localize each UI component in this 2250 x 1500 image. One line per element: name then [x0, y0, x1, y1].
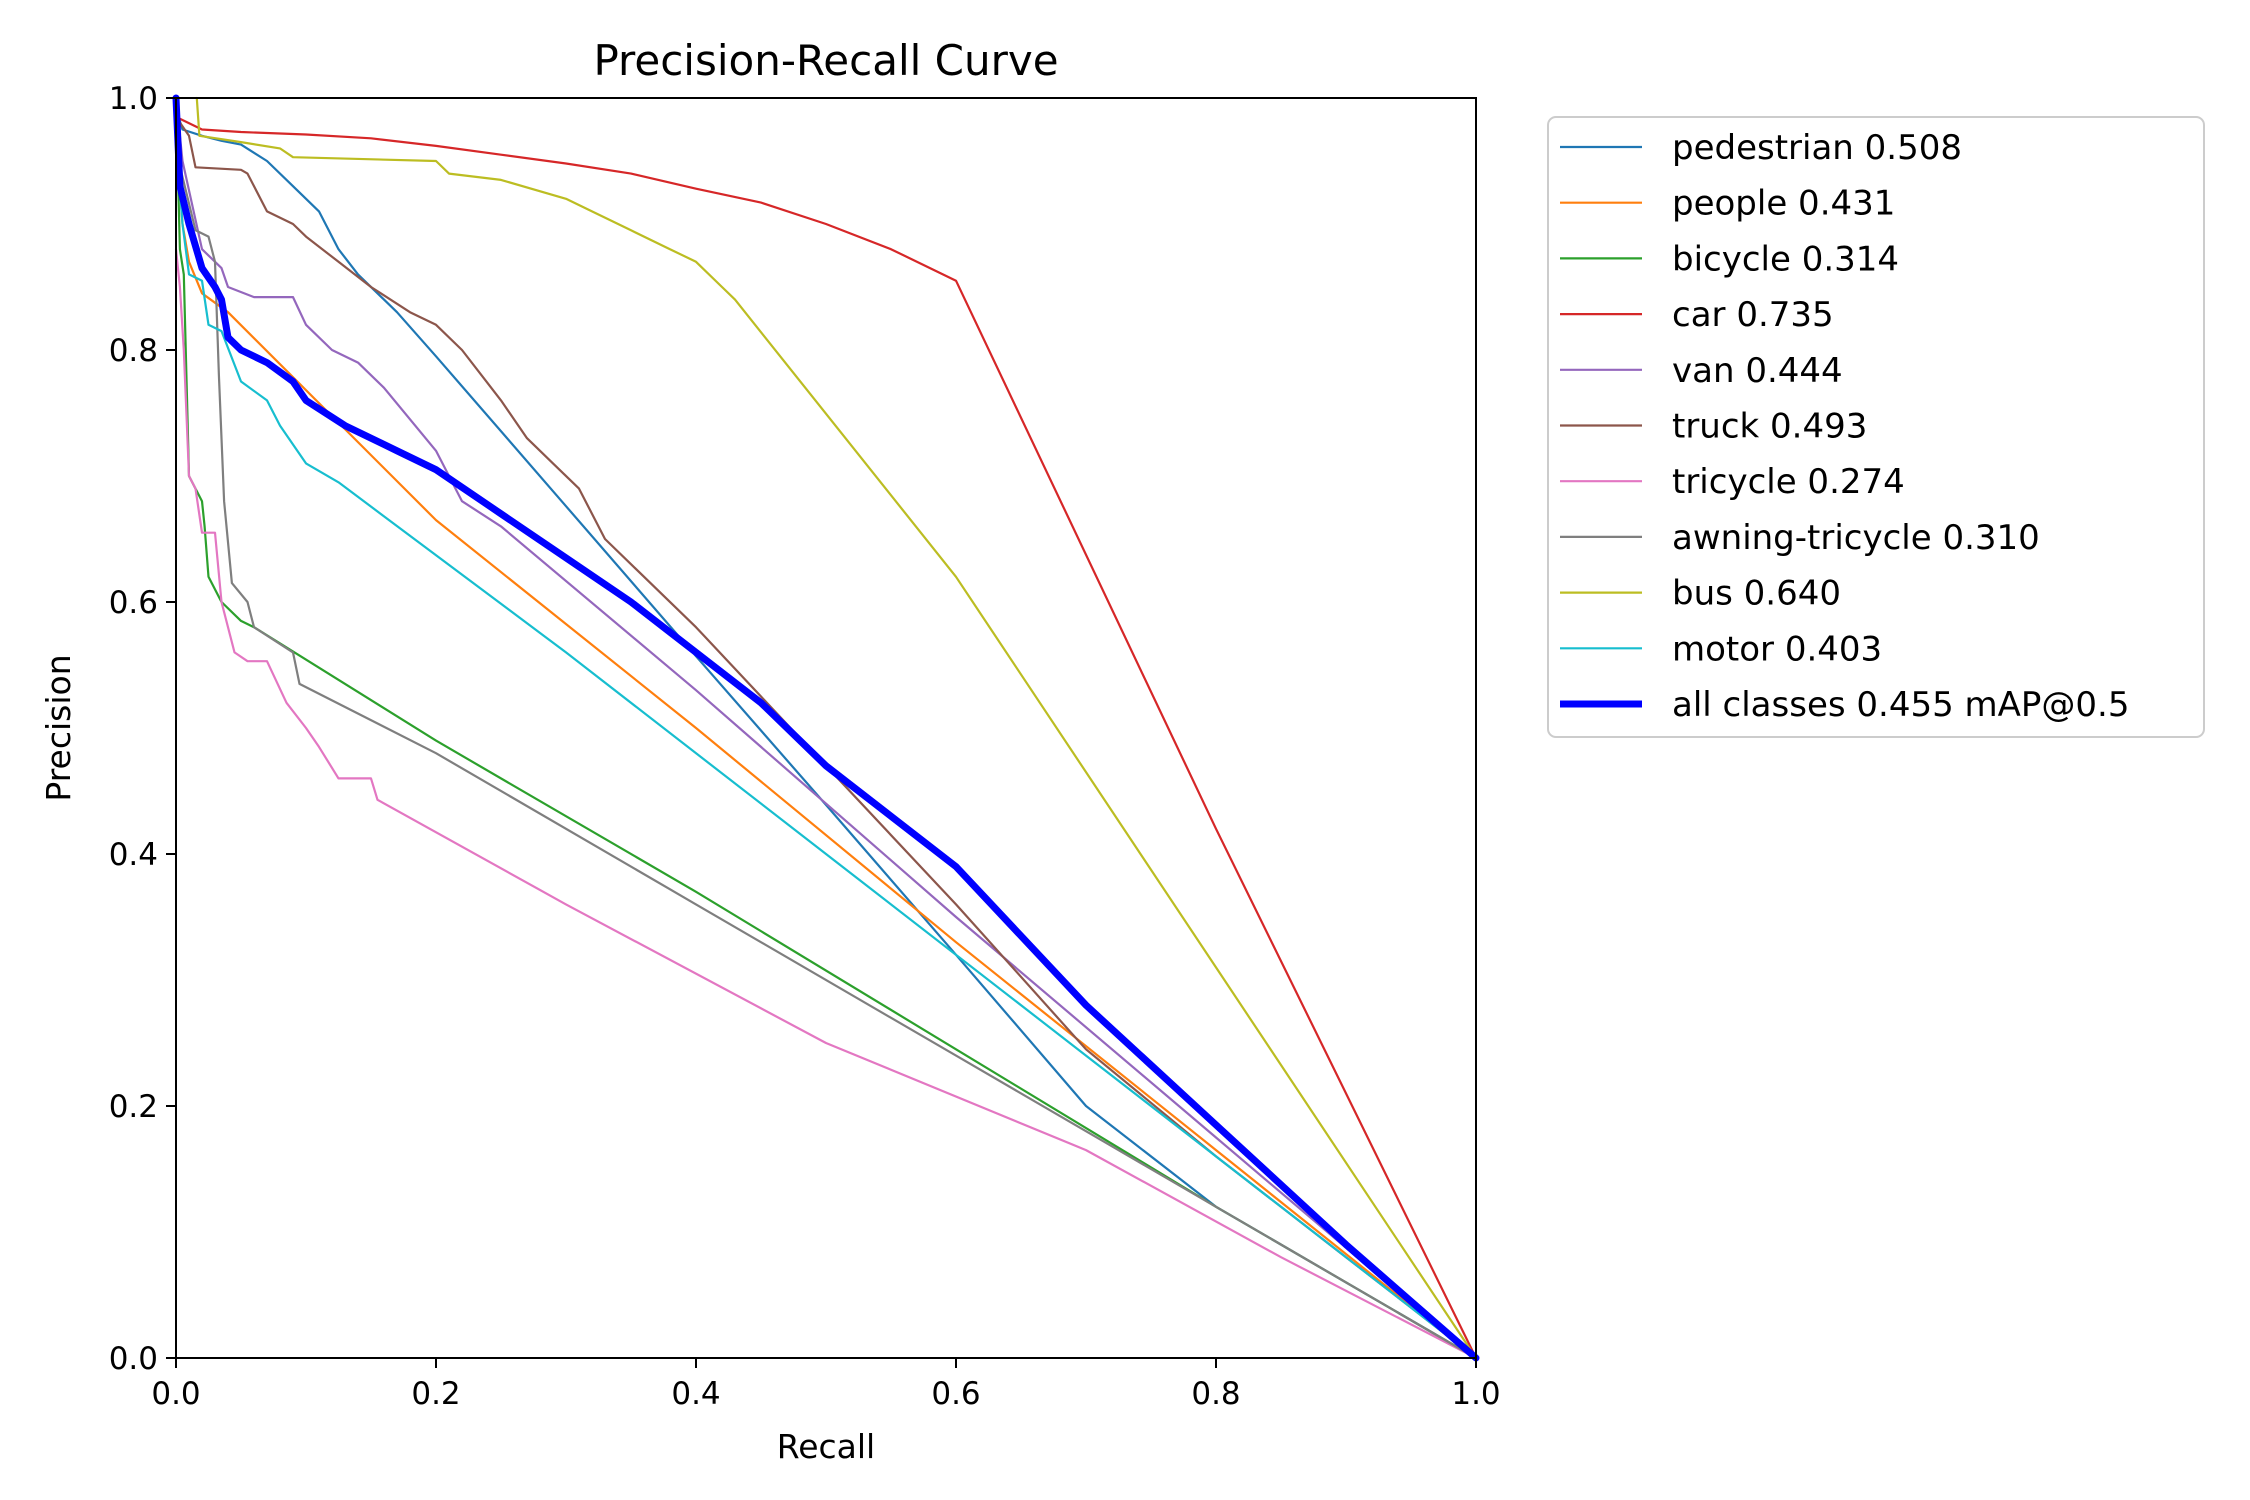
- series-line-van: [174, 96, 1478, 1360]
- y-tick-label: 0.4: [109, 837, 158, 873]
- series-line-tricycle: [174, 248, 1478, 1360]
- x-tick-label: 0.8: [1191, 1376, 1240, 1412]
- y-tick-label: 0.6: [109, 585, 158, 621]
- series-line-bus: [195, 96, 1478, 1360]
- series-line-awning-tricycle: [174, 134, 1478, 1360]
- y-tick-label: 0.0: [109, 1341, 158, 1377]
- x-tick-label: 1.0: [1451, 1376, 1500, 1412]
- plot-area-frame: [175, 97, 1477, 1359]
- legend-label-van: van 0.444: [1672, 351, 1843, 391]
- legend-label-car: car 0.735: [1672, 295, 1834, 335]
- series-line-truck: [174, 115, 1478, 1360]
- legend-label-tricycle: tricycle 0.274: [1672, 462, 1905, 502]
- legend-label-truck: truck 0.493: [1672, 407, 1867, 447]
- y-tick-label: 0.2: [109, 1089, 158, 1125]
- legend-label-bicycle: bicycle 0.314: [1672, 239, 1899, 279]
- y-axis-title: Precision: [39, 654, 78, 801]
- legend-label-all: all classes 0.455 mAP@0.5: [1672, 685, 2129, 725]
- x-tick-label: 0.4: [671, 1376, 720, 1412]
- x-tick-label: 0.0: [151, 1376, 200, 1412]
- chart-title: Precision-Recall Curve: [593, 36, 1058, 85]
- y-tick-label: 0.8: [109, 333, 158, 369]
- legend-box: [1547, 116, 2205, 738]
- x-tick-label: 0.2: [411, 1376, 460, 1412]
- x-axis-title: Recall: [777, 1427, 875, 1466]
- series-line-motor: [174, 134, 1478, 1360]
- legend-label-bus: bus 0.640: [1672, 574, 1841, 614]
- legend: pedestrian 0.508 people 0.431 bicycle 0.31…: [1547, 116, 2205, 738]
- y-tick-label: 1.0: [109, 81, 158, 117]
- series-layer: [172, 94, 1480, 1362]
- axis-ticks: 0.0 0.2 0.4 0.6 0.8 1.0 0.0 0.2 0.4 0.6 0.8 1.0: [109, 81, 1501, 1412]
- legend-label-people: people 0.431: [1672, 184, 1895, 224]
- legend-label-pedestrian: pedestrian 0.508: [1672, 128, 1962, 168]
- legend-label-motor: motor 0.403: [1672, 629, 1882, 669]
- legend-label-awning-tricycle: awning-tricycle 0.310: [1672, 518, 2040, 558]
- series-line-car: [174, 115, 1478, 1360]
- x-tick-label: 0.6: [931, 1376, 980, 1412]
- legend-items: pedestrian 0.508 people 0.431 bicycle 0.31…: [1560, 128, 2129, 725]
- series-line-all: [172, 94, 1480, 1362]
